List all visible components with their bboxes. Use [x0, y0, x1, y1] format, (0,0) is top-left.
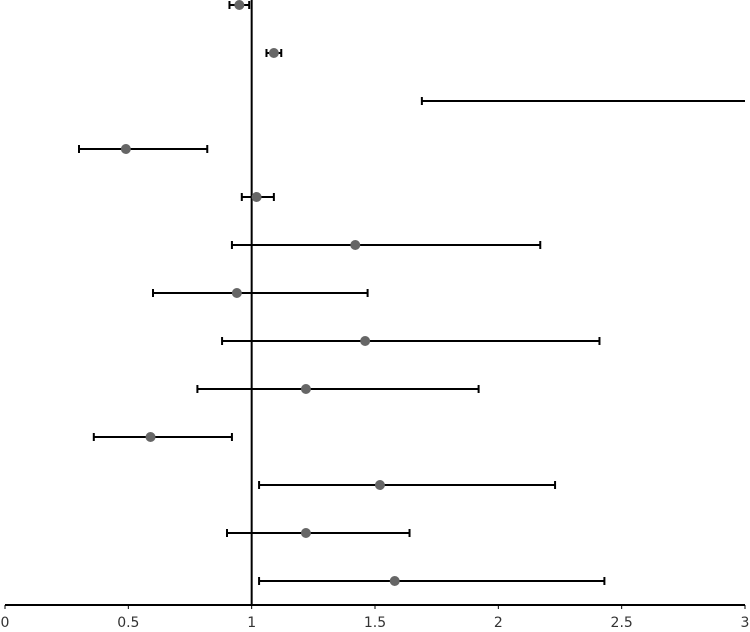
point — [300, 528, 311, 538]
x-tick-label: 3 — [741, 615, 750, 631]
point — [251, 192, 262, 202]
point — [374, 480, 385, 490]
point — [145, 432, 156, 442]
point — [234, 0, 245, 10]
point — [360, 336, 371, 346]
point — [300, 384, 311, 394]
x-tick-label: 0 — [1, 615, 10, 631]
x-tick-label: 0.5 — [117, 615, 139, 631]
x-tick-label: 1 — [247, 615, 256, 631]
point — [389, 576, 400, 586]
point — [268, 48, 279, 58]
x-tick-label: 2.5 — [611, 615, 633, 631]
point — [350, 240, 361, 250]
point — [120, 144, 131, 154]
point — [231, 288, 242, 298]
x-tick-label: 1.5 — [364, 615, 386, 631]
x-tick-label: 2 — [494, 615, 503, 631]
